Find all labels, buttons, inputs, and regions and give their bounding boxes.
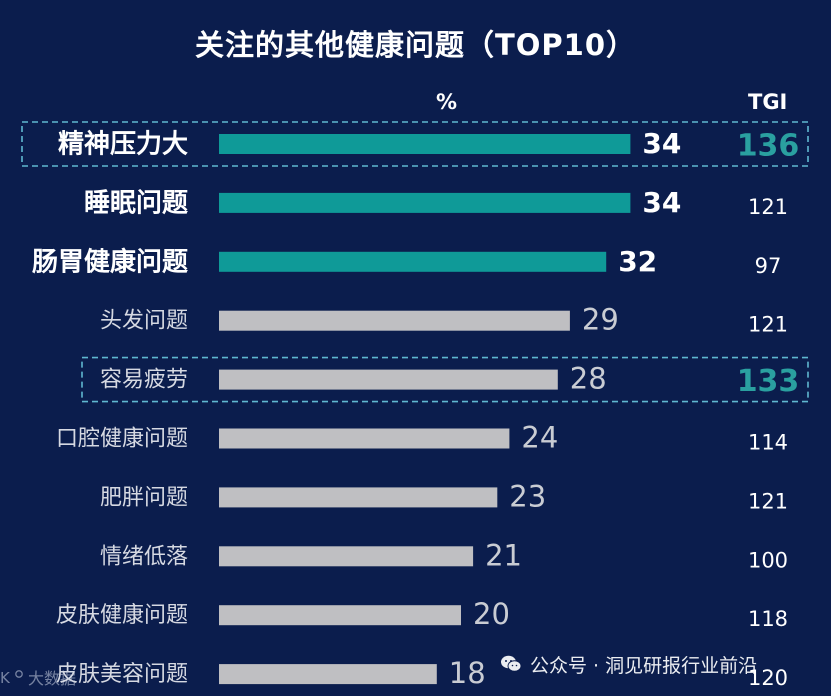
category-label: 肥胖问题 — [100, 485, 188, 510]
tgi-value-label: 133 — [737, 364, 800, 399]
category-label: 皮肤健康问题 — [56, 603, 188, 628]
bar-value-label: 32 — [618, 245, 657, 278]
corner-mark: K 大数据 — [0, 662, 120, 692]
highlight-box — [21, 121, 809, 167]
category-label: 容易疲劳 — [100, 368, 188, 393]
tgi-value-label: 121 — [748, 489, 788, 513]
watermark: 公众号 · 洞见研报行业前沿 — [500, 650, 820, 678]
highlight-box — [81, 356, 809, 403]
category-label: 精神压力大 — [58, 130, 188, 160]
bar — [219, 310, 570, 331]
percent-column-header: % — [436, 90, 458, 114]
wechat-icon — [501, 655, 522, 672]
bar — [219, 369, 558, 390]
category-label: 肠胃健康问题 — [32, 246, 188, 277]
bar — [219, 251, 607, 272]
tgi-value-label: 121 — [748, 313, 788, 337]
bar — [219, 428, 510, 449]
bar — [219, 487, 498, 508]
category-label: 口腔健康问题 — [56, 427, 188, 452]
bar — [219, 605, 461, 626]
bar — [219, 192, 631, 213]
tgi-value-label: 114 — [748, 431, 788, 455]
category-label: 头发问题 — [100, 309, 188, 334]
bar-value-label: 18 — [449, 656, 486, 690]
bar-value-label: 23 — [509, 479, 546, 513]
category-label: 情绪低落 — [100, 544, 188, 569]
tgi-value-label: 121 — [748, 195, 788, 219]
svg-text:K: K — [0, 669, 11, 686]
watermark-text: 公众号 · 洞见研报行业前沿 — [530, 654, 758, 677]
tgi-value-label: 136 — [737, 129, 800, 164]
bar-value-label: 28 — [570, 362, 607, 396]
bar-value-label: 34 — [642, 127, 681, 160]
bar-value-label: 21 — [485, 538, 522, 572]
corner-mark-text: 大数据 — [28, 669, 77, 688]
bar — [219, 134, 631, 154]
tgi-value-label: 97 — [755, 254, 782, 278]
tgi-column-header: TGI — [748, 90, 788, 114]
bar-value-label: 29 — [582, 303, 619, 337]
tgi-value-label: 118 — [748, 607, 788, 631]
logo-icon: K — [0, 669, 23, 686]
category-label: 皮肤美容问题 — [56, 662, 188, 687]
bar-value-label: 24 — [521, 421, 558, 455]
bar-value-label: 20 — [473, 597, 510, 631]
tgi-value-label: 100 — [748, 548, 788, 572]
category-label: 睡眠问题 — [84, 188, 188, 218]
chart-title: 关注的其他健康问题（TOP10） — [194, 28, 637, 62]
tgi-value-label: 120 — [748, 666, 788, 690]
bar — [219, 664, 437, 685]
bar — [219, 546, 474, 567]
bar-value-label: 34 — [642, 186, 681, 219]
